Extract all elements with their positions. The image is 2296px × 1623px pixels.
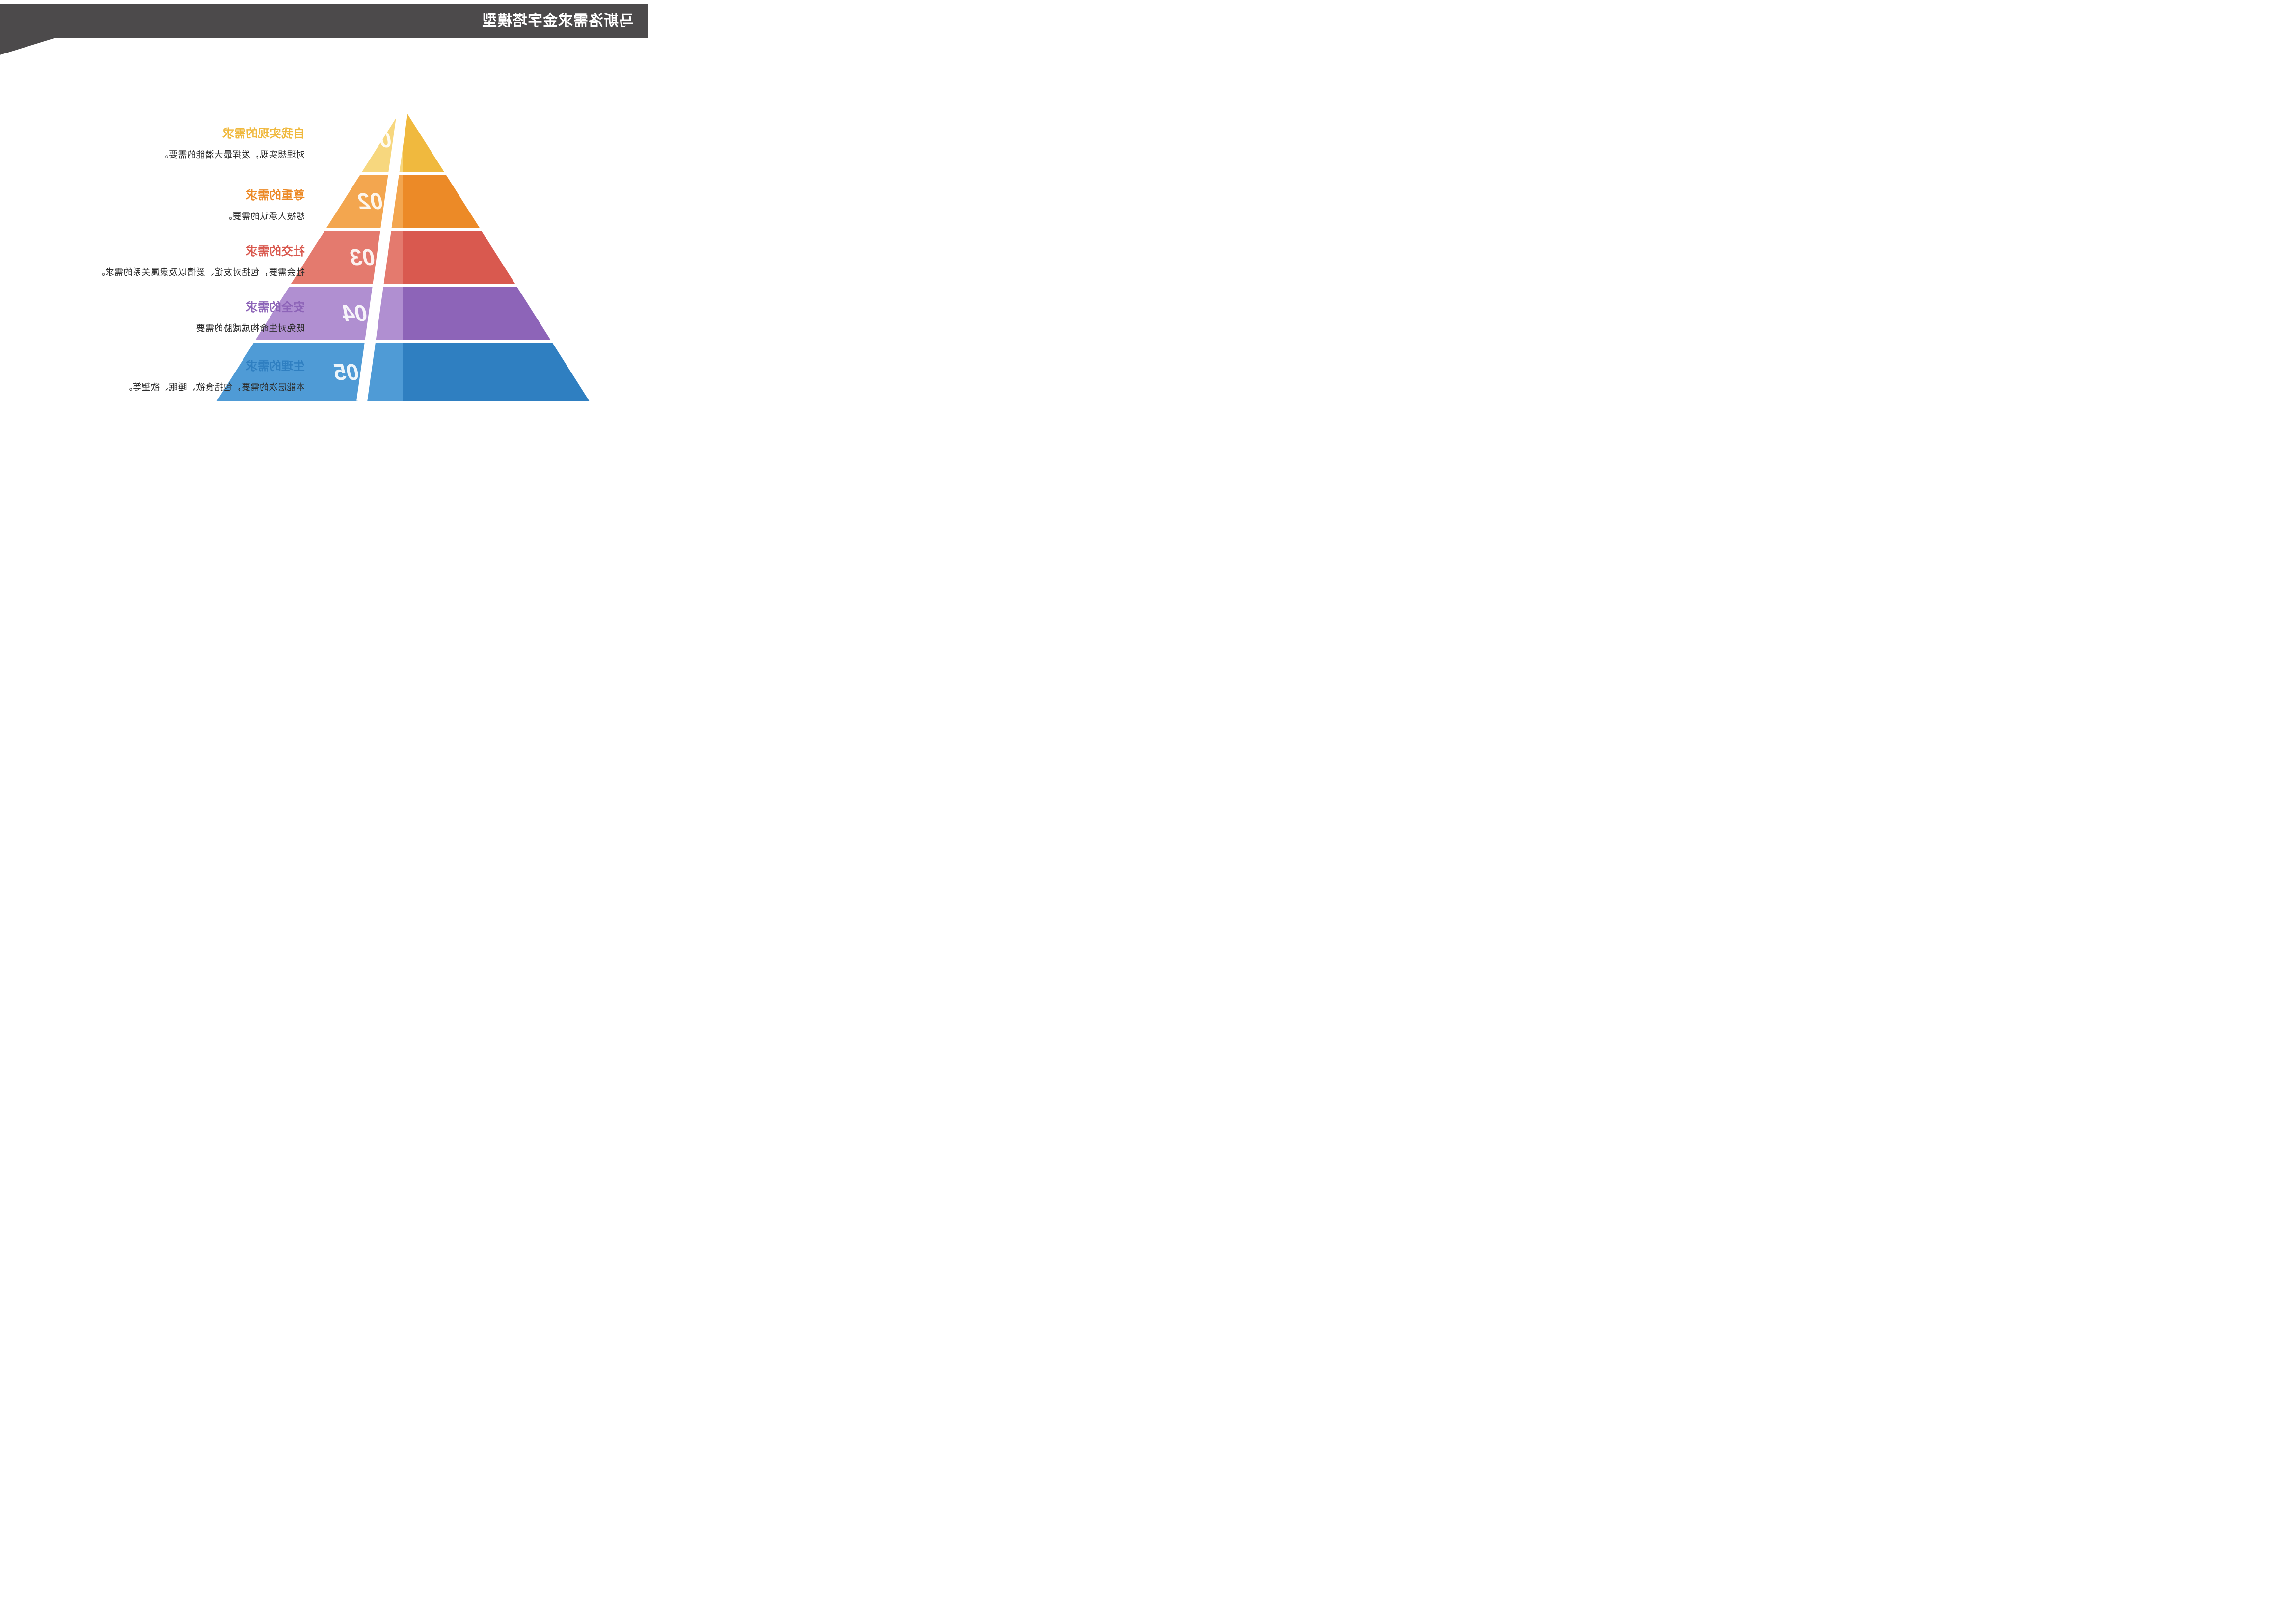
- level-4-label: 安全的需求既免对生命构成威胁的需要: [10, 297, 305, 334]
- page-title: 马斯洛需求金字塔模型: [482, 4, 634, 38]
- stage: 马斯洛需求金字塔模型 01 02 03 04 05 自我实现的需求对理想实现，发挥最大潜…: [0, 0, 648, 458]
- level-5-title: 生理的需求: [10, 356, 305, 373]
- level-1-desc: 对理想实现，发挥最大潜能的需要。: [10, 148, 305, 160]
- level-1-label: 自我实现的需求对理想实现，发挥最大潜能的需要。: [10, 124, 305, 160]
- level-3-label: 社交的需求社会需要，包括对友谊、爱情以及隶属关系的需求。: [10, 241, 305, 278]
- level-2-title: 尊重的需求: [10, 186, 305, 203]
- pyramid-level-3-number: 03: [350, 246, 375, 268]
- level-3-desc: 社会需要，包括对友谊、爱情以及隶属关系的需求。: [10, 266, 305, 278]
- label-column: 自我实现的需求对理想实现，发挥最大潜能的需要。尊重的需求想被人承认的需要。社交的…: [10, 107, 305, 401]
- pyramid-level-2-number: 02: [358, 190, 383, 213]
- pyramid-level-1-number: 01: [367, 128, 392, 151]
- level-5-desc: 本能层次的需要，包括食欲、睡眠、欲望等。: [10, 380, 305, 393]
- level-2-desc: 想被人承认的需要。: [10, 210, 305, 222]
- header-wedge: [0, 38, 54, 55]
- level-2-label: 尊重的需求想被人承认的需要。: [10, 186, 305, 222]
- level-4-desc: 既免对生命构成威胁的需要: [10, 321, 305, 334]
- level-4-title: 安全的需求: [10, 297, 305, 315]
- level-3-title: 社交的需求: [10, 241, 305, 259]
- level-5-label: 生理的需求本能层次的需要，包括食欲、睡眠、欲望等。: [10, 356, 305, 393]
- level-1-title: 自我实现的需求: [10, 124, 305, 141]
- pyramid-level-5-number: 05: [334, 361, 359, 383]
- pyramid-level-4-number: 04: [342, 302, 367, 324]
